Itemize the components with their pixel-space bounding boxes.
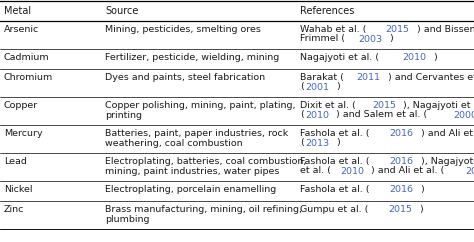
Text: 2010: 2010: [340, 166, 364, 175]
Text: Fertilizer, pesticide, wielding, mining: Fertilizer, pesticide, wielding, mining: [105, 53, 279, 62]
Text: 2011: 2011: [356, 73, 381, 82]
Text: Zinc: Zinc: [4, 205, 24, 214]
Text: ) and Cervantes et al.: ) and Cervantes et al.: [388, 73, 474, 82]
Text: Fashola et al. (: Fashola et al. (: [300, 129, 370, 138]
Text: Fashola et al. (: Fashola et al. (: [300, 185, 370, 194]
Text: (: (: [300, 138, 304, 148]
Text: 2013: 2013: [305, 138, 329, 148]
Text: Mercury: Mercury: [4, 129, 43, 138]
Text: 2003: 2003: [358, 35, 382, 44]
Text: Mining, pesticides, smelting ores: Mining, pesticides, smelting ores: [105, 25, 261, 34]
Text: Cadmium: Cadmium: [4, 53, 50, 62]
Text: (: (: [300, 83, 304, 91]
Text: Arsenic: Arsenic: [4, 25, 39, 34]
Text: Metal: Metal: [4, 6, 31, 16]
Text: 2015: 2015: [372, 101, 396, 110]
Text: Copper: Copper: [4, 101, 38, 110]
Text: et al. (: et al. (: [300, 166, 331, 175]
Text: ), Nagajyoti: ), Nagajyoti: [420, 157, 474, 166]
Text: ): ): [336, 138, 340, 148]
Text: ): ): [336, 83, 339, 91]
Text: References: References: [300, 6, 355, 16]
Text: Source: Source: [105, 6, 138, 16]
Text: ) and Salem et al. (: ) and Salem et al. (: [336, 111, 427, 120]
Text: Dixit et al. (: Dixit et al. (: [300, 101, 356, 110]
Text: Fashola et al. (: Fashola et al. (: [300, 157, 370, 166]
Text: ): ): [389, 35, 393, 44]
Text: Dyes and paints, steel fabrication: Dyes and paints, steel fabrication: [105, 73, 265, 82]
Text: Electroplating, porcelain enamelling: Electroplating, porcelain enamelling: [105, 185, 276, 194]
Text: Nagajyoti et al. (: Nagajyoti et al. (: [300, 53, 379, 62]
Text: 2010: 2010: [305, 111, 329, 120]
Text: 2015: 2015: [388, 205, 412, 214]
Text: Gumpu et al. (: Gumpu et al. (: [300, 205, 368, 214]
Text: Barakat (: Barakat (: [300, 73, 344, 82]
Text: 2001: 2001: [305, 83, 329, 91]
Text: ): ): [420, 185, 424, 194]
Text: (: (: [300, 111, 304, 120]
Text: 2015: 2015: [386, 25, 410, 34]
Text: Batteries, paint, paper industries, rock
weathering, coal combustion: Batteries, paint, paper industries, rock…: [105, 129, 288, 148]
Text: ): ): [433, 53, 437, 62]
Text: Copper polishing, mining, paint, plating,
printing: Copper polishing, mining, paint, plating…: [105, 101, 295, 121]
Text: 2016: 2016: [390, 129, 414, 138]
Text: ) and Ali et al. (: ) and Ali et al. (: [371, 166, 444, 175]
Text: Lead: Lead: [4, 157, 27, 166]
Text: 2013: 2013: [465, 166, 474, 175]
Text: ): ): [419, 205, 423, 214]
Text: 2016: 2016: [390, 157, 414, 166]
Text: 2000: 2000: [454, 111, 474, 120]
Text: Wahab et al. (: Wahab et al. (: [300, 25, 366, 34]
Text: Chromium: Chromium: [4, 73, 53, 82]
Text: 2016: 2016: [390, 185, 414, 194]
Text: Brass manufacturing, mining, oil refining,
plumbing: Brass manufacturing, mining, oil refinin…: [105, 205, 302, 224]
Text: 2010: 2010: [402, 53, 426, 62]
Text: Nickel: Nickel: [4, 185, 33, 194]
Text: ) and Bissen and: ) and Bissen and: [417, 25, 474, 34]
Text: ) and Ali et al.: ) and Ali et al.: [420, 129, 474, 138]
Text: Electroplating, batteries, coal combustion,
mining, paint industries, water pipe: Electroplating, batteries, coal combusti…: [105, 157, 306, 176]
Text: Frimmel (: Frimmel (: [300, 35, 345, 44]
Text: ), Nagajyoti et al.: ), Nagajyoti et al.: [403, 101, 474, 110]
